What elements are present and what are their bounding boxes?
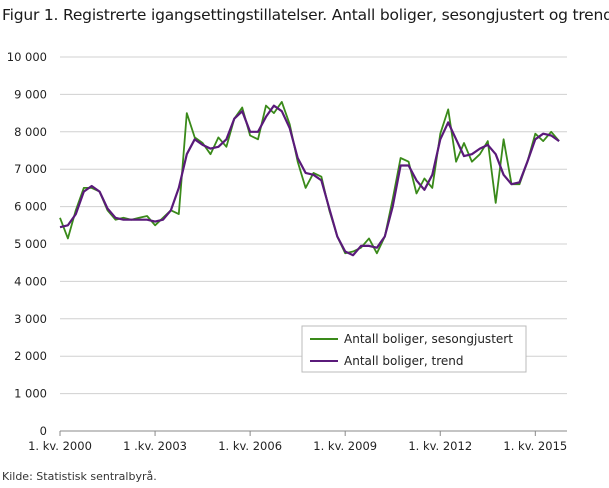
y-tick-label: 5 000 xyxy=(14,237,47,251)
legend-box xyxy=(301,325,527,373)
x-tick-label: 1 .kv. 2003 xyxy=(123,439,187,453)
x-tick-label: 1. kv. 2000 xyxy=(28,439,92,453)
series-line-seasonal xyxy=(59,101,560,255)
x-tick-label: 1. kv. 2015 xyxy=(503,439,567,453)
source-note: Kilde: Statistisk sentralbyrå. xyxy=(2,470,157,483)
y-tick-label: 3 000 xyxy=(14,312,47,326)
legend-label-trend: Antall boliger, trend xyxy=(344,354,464,368)
y-tick-label: 7 000 xyxy=(14,162,47,176)
y-tick-label: 8 000 xyxy=(14,125,47,139)
y-tick-label: 1 000 xyxy=(14,387,47,401)
chart-title: Figur 1. Registrerte igangsettingstillat… xyxy=(2,6,609,24)
y-tick-label: 6 000 xyxy=(14,200,47,214)
y-tick-label: 2 000 xyxy=(14,349,47,363)
x-axis-tick-labels: 1. kv. 2000 1 .kv. 2003 1. kv. 2006 1. kv. … xyxy=(28,439,567,453)
x-axis xyxy=(59,430,567,436)
series-line-trend xyxy=(59,104,560,257)
x-tick-label: 1. kv. 2006 xyxy=(218,439,282,453)
x-tick-label: 1. kv. 2012 xyxy=(408,439,472,453)
legend-label-seasonal: Antall boliger, sesongjustert xyxy=(344,332,513,346)
series-lines xyxy=(59,101,560,257)
y-tick-label: 0 xyxy=(40,424,47,438)
legend: Antall boliger, sesongjustert Antall bol… xyxy=(301,325,527,373)
y-axis-tick-labels: 0 1 000 2 000 3 000 4 000 5 000 6 000 7 000 8 00… xyxy=(7,50,47,438)
y-tick-label: 9 000 xyxy=(14,87,47,101)
gridlines xyxy=(60,56,567,395)
y-tick-label: 10 000 xyxy=(7,50,47,64)
y-tick-label: 4 000 xyxy=(14,274,47,288)
x-tick-label: 1. kv. 2009 xyxy=(313,439,377,453)
